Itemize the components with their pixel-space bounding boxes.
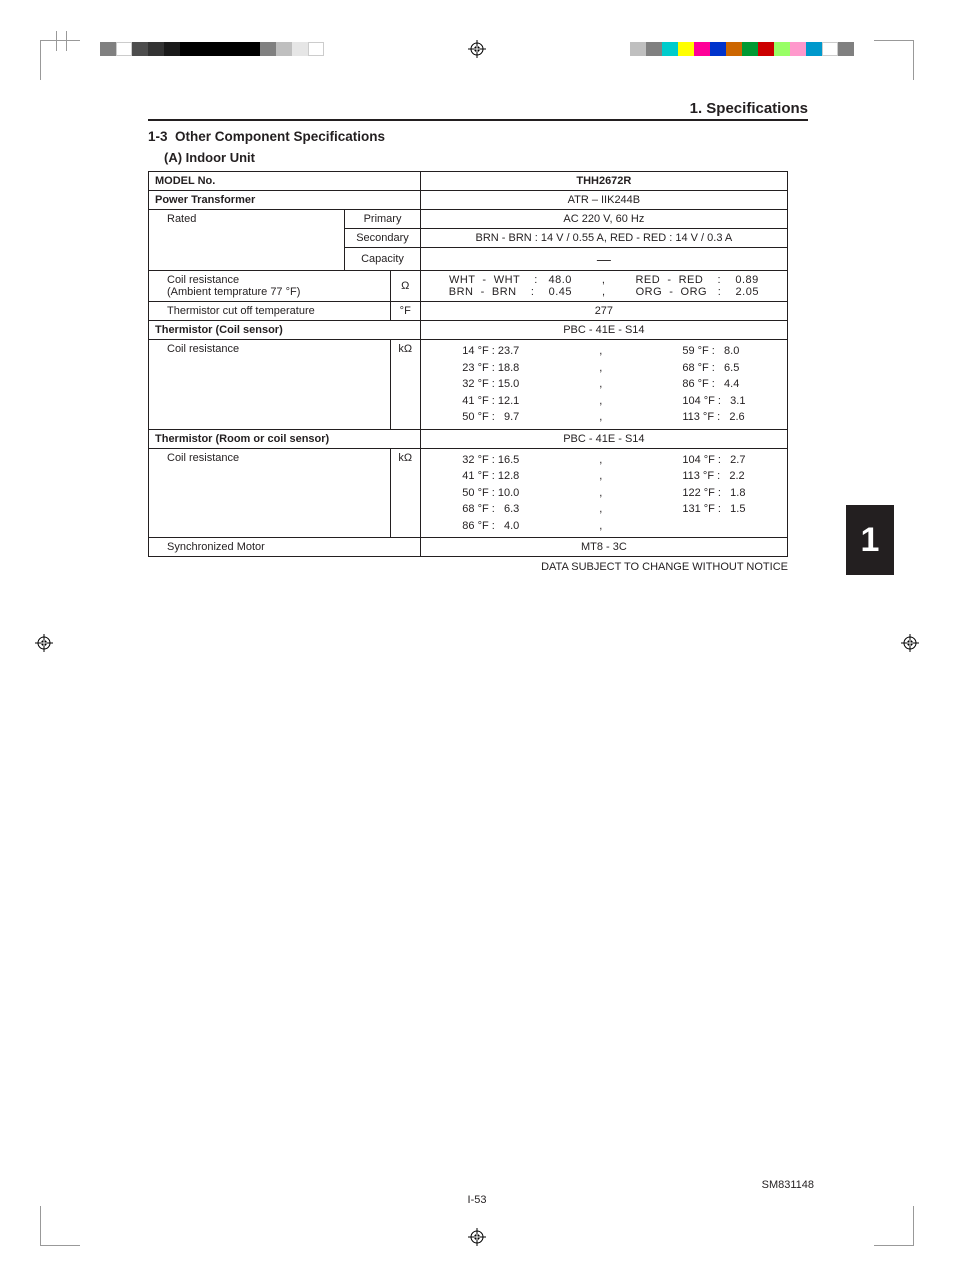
- registration-mark-right: [901, 634, 919, 652]
- primary-value: AC 220 V, 60 Hz: [420, 210, 787, 229]
- coilres-label: Coil resistance (Ambient temprature 77 °…: [149, 271, 391, 302]
- thermcoil-res-value: 14 °F : 23.7 23 °F : 18.8 32 °F : 15.0 4…: [420, 340, 787, 430]
- thermroom-res-unit: kΩ: [390, 448, 420, 538]
- secondary-value: BRN - BRN : 14 V / 0.55 A, RED - RED : 1…: [420, 229, 787, 248]
- crop-mark-tr: [874, 40, 914, 80]
- cutoff-value: 277: [420, 302, 787, 321]
- crop-mark-br: [874, 1206, 914, 1246]
- thermroom-label: Thermistor (Room or coil sensor): [149, 429, 421, 448]
- spec-table: MODEL No. THH2672R Power Transformer ATR…: [148, 171, 788, 557]
- registration-mark-left: [35, 634, 53, 652]
- subsection-title: (A) Indoor Unit: [164, 150, 808, 165]
- thermroom-res-label: Coil resistance: [149, 448, 391, 538]
- section-number: 1-3: [148, 129, 168, 144]
- model-label: MODEL No.: [149, 172, 421, 191]
- model-value: THH2672R: [420, 172, 787, 191]
- rated-label: Rated: [149, 210, 345, 271]
- thermroom-value: PBC - 41E - S14: [420, 429, 787, 448]
- page-number: I-53: [468, 1194, 487, 1206]
- page-content: 1. Specifications 1-3 Other Component Sp…: [148, 100, 808, 573]
- thermroom-res-value: 32 °F : 16.5 41 °F : 12.8 50 °F : 10.0 6…: [420, 448, 787, 538]
- side-tab: 1: [846, 505, 894, 575]
- sync-value: MT8 - 3C: [420, 538, 787, 557]
- color-bar-left: [100, 42, 324, 56]
- registration-mark-bottom: [468, 1228, 486, 1246]
- primary-label: Primary: [345, 210, 420, 229]
- registration-mark-top: [468, 40, 486, 58]
- coilres-value: WHT - WHT : 48.0, RED - RED : 0.89 BRN -…: [420, 271, 787, 302]
- crop-mark-tl: [40, 40, 80, 80]
- capacity-label: Capacity: [345, 248, 420, 271]
- capacity-value: —: [420, 248, 787, 271]
- secondary-label: Secondary: [345, 229, 420, 248]
- chapter-header: 1. Specifications: [148, 100, 808, 121]
- thermcoil-label: Thermistor (Coil sensor): [149, 321, 421, 340]
- pt-value: ATR – IIK244B: [420, 191, 787, 210]
- change-notice: DATA SUBJECT TO CHANGE WITHOUT NOTICE: [148, 561, 788, 573]
- sync-label: Synchronized Motor: [149, 538, 421, 557]
- thermcoil-res-unit: kΩ: [390, 340, 420, 430]
- section-title: 1-3 Other Component Specifications: [148, 129, 808, 144]
- document-id: SM831148: [762, 1179, 814, 1191]
- cutoff-label: Thermistor cut off temperature: [149, 302, 391, 321]
- thermcoil-value: PBC - 41E - S14: [420, 321, 787, 340]
- section-name: Other Component Specifications: [175, 129, 385, 144]
- cutoff-unit: °F: [390, 302, 420, 321]
- crop-mark-bl: [40, 1206, 80, 1246]
- thermcoil-res-label: Coil resistance: [149, 340, 391, 430]
- color-bar-right: [630, 42, 854, 56]
- coilres-unit: Ω: [390, 271, 420, 302]
- pt-label: Power Transformer: [149, 191, 421, 210]
